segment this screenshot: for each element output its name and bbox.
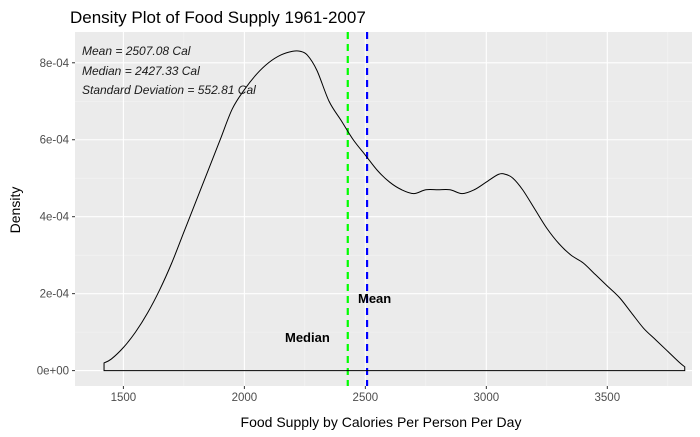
y-axis-ticks: 0e+00 2e-04 4e-04 6e-04 8e-04 xyxy=(37,58,75,378)
x-tick-label: 1500 xyxy=(111,392,137,404)
chart-title: Density Plot of Food Supply 1961-2007 xyxy=(70,8,366,27)
density-curve xyxy=(103,50,686,372)
reference-lines xyxy=(346,32,369,386)
x-tick-label: 3500 xyxy=(595,392,621,404)
y-tick-label: 6e-04 xyxy=(40,135,70,147)
x-tick-label: 2000 xyxy=(232,392,258,404)
mean-annotation: Mean = 2507.08 Cal xyxy=(82,44,191,58)
mean-label: Mean xyxy=(358,291,391,306)
y-tick-label: 8e-04 xyxy=(40,58,70,70)
x-tick-label: 3000 xyxy=(474,392,500,404)
sd-annotation: Standard Deviation = 552.81 Cal xyxy=(82,83,256,97)
x-tick-label: 2500 xyxy=(353,392,379,404)
y-tick-label: 2e-04 xyxy=(40,289,70,301)
x-axis-ticks: 1500 2000 2500 3000 3500 xyxy=(111,386,621,404)
median-annotation: Median = 2427.33 Cal xyxy=(82,64,200,78)
median-label: Median xyxy=(285,330,330,345)
y-tick-label: 4e-04 xyxy=(40,212,70,224)
x-axis-title: Food Supply by Calories Per Person Per D… xyxy=(241,414,522,430)
y-axis-title: Density xyxy=(7,187,23,234)
plot-panel xyxy=(75,32,692,386)
y-tick-label: 0e+00 xyxy=(37,366,69,378)
